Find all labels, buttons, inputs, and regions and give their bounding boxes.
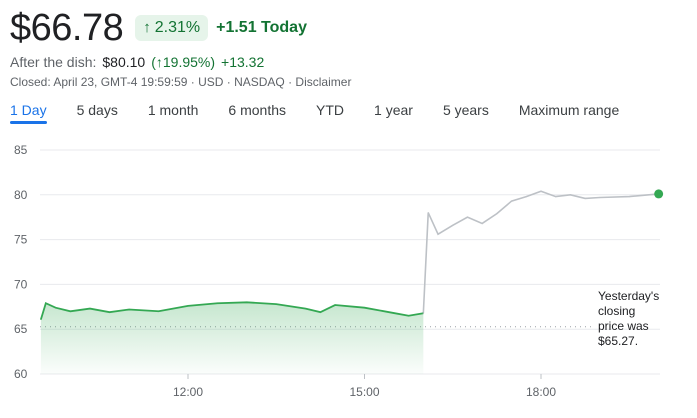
after-hours-delta: +13.32 [221, 54, 265, 70]
range-tabs: 1 Day 5 days 1 month 6 months YTD 1 year… [10, 100, 697, 124]
data-point [525, 195, 527, 198]
after-hours-row: After the dish: $80.10 (↑19.95%) +13.32 [10, 54, 264, 70]
change-percent-value: 2.31% [154, 19, 201, 36]
after-hours-label: After the dish: [10, 54, 97, 70]
data-point [510, 200, 513, 202]
data-point [157, 310, 160, 312]
data-point [275, 303, 277, 305]
y-tick-label: 85 [14, 143, 28, 157]
data-point [555, 195, 557, 198]
data-point [540, 190, 542, 192]
tab-ytd[interactable]: YTD [316, 102, 345, 118]
data-point [452, 224, 454, 226]
data-point [599, 196, 601, 199]
data-point [427, 212, 429, 214]
after-hours-price: $80.10 [102, 54, 146, 70]
tab-1-year[interactable]: 1 year [374, 102, 413, 118]
tab-maximum-range[interactable]: Maximum range [518, 102, 620, 118]
data-point [45, 302, 47, 304]
data-point [496, 213, 498, 215]
change-today: +1.51 Today [216, 19, 307, 36]
x-tick-label: 18:00 [526, 385, 556, 399]
tab-1-day[interactable]: 1 Day [10, 100, 47, 124]
data-point [187, 305, 189, 307]
note-line: closing [598, 304, 636, 318]
data-point [628, 195, 630, 198]
x-axis: 12:00 15:00 18:00 [173, 374, 556, 399]
price-row: $66.78 ↑ 2.31% +1.51 Today [10, 6, 307, 50]
tab-5-days[interactable]: 5 days [76, 102, 118, 118]
data-point [408, 315, 410, 317]
data-point [108, 311, 111, 313]
data-point [305, 307, 307, 310]
tab-6-months[interactable]: 6 months [228, 102, 287, 118]
y-tick-label: 80 [14, 188, 28, 202]
chart-series [40, 189, 664, 374]
data-point [466, 216, 469, 218]
note-line: $65.27. [598, 334, 639, 348]
note-line: Yesterday's [598, 289, 660, 303]
data-point [55, 307, 57, 309]
tab-1-month[interactable]: 1 month [147, 102, 199, 118]
data-point [128, 308, 130, 311]
data-point [422, 312, 424, 314]
after-hours-line [422, 190, 659, 314]
data-point [363, 307, 366, 309]
regular-session-area [40, 302, 424, 374]
current-price: $66.78 [10, 7, 124, 49]
data-point [40, 318, 42, 320]
arrow-up-icon: ↑ [155, 54, 163, 70]
x-tick-label: 12:00 [173, 385, 203, 399]
y-tick-label: 75 [14, 233, 28, 247]
change-percent-badge: ↑ 2.31% [135, 15, 209, 41]
tab-5-years[interactable]: 5 years [442, 102, 489, 118]
data-point [393, 312, 395, 314]
data-point [437, 233, 439, 235]
data-point [569, 194, 572, 196]
data-point [334, 304, 336, 306]
note-line: price was [598, 319, 649, 333]
arrow-up-icon: ↑ [143, 19, 151, 36]
x-tick-label: 15:00 [349, 385, 379, 399]
data-point [481, 222, 483, 225]
y-axis: 60 65 70 75 80 85 [14, 143, 28, 381]
y-tick-label: 60 [14, 367, 28, 381]
previous-close-note: Yesterday's closing price was $65.27. [598, 289, 678, 349]
data-point [584, 197, 586, 199]
data-point [216, 302, 219, 304]
data-point [89, 307, 91, 310]
data-point [246, 301, 248, 303]
y-tick-label: 65 [14, 322, 28, 336]
current-price-marker [654, 189, 664, 199]
after-hours-percent: (↑19.95%) [151, 54, 216, 70]
data-point [319, 311, 321, 313]
data-point [69, 310, 71, 312]
y-tick-label: 70 [14, 277, 28, 291]
closed-info: Closed: April 23, GMT-4 19:59:59 · USD ·… [10, 75, 352, 89]
after-hours-percent-value: 19.95% [162, 54, 211, 70]
